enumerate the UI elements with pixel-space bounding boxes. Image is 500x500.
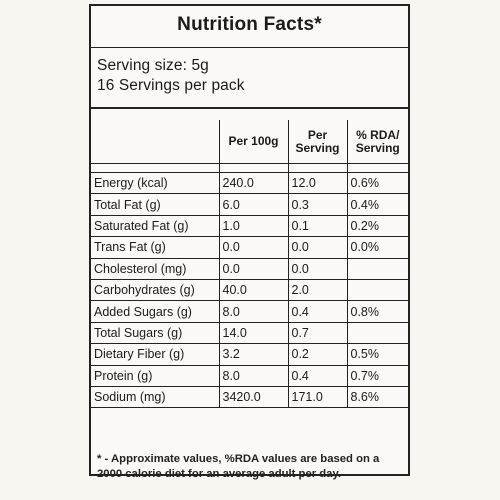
cell-per-serving: 0.7 — [287, 321, 348, 345]
cell-rda: 0.7% — [346, 364, 408, 387]
title-divider — [91, 47, 408, 48]
cell-per100g: 3420.0 — [218, 385, 289, 409]
table-row: Total Sugars (g) 14.0 0.7 — [91, 321, 408, 345]
cell-nutrient: Total Sugars (g) — [91, 321, 220, 345]
serving-divider — [91, 107, 408, 109]
cell-per-serving: 0.0 — [287, 236, 348, 259]
cell-per-serving: 0.2 — [287, 343, 348, 366]
cell-nutrient: Sodium (mg) — [91, 385, 220, 409]
cell-per-serving: 171.0 — [287, 385, 348, 409]
cell-per100g: 40.0 — [218, 278, 289, 302]
cell-per-serving: 2.0 — [287, 278, 348, 302]
cell-nutrient: Trans Fat (g) — [91, 236, 220, 259]
footnote: * - Approximate values, %RDA values are … — [97, 453, 380, 480]
cell-per100g: 0.0 — [218, 257, 289, 280]
cell-nutrient: Dietary Fiber (g) — [91, 343, 220, 366]
cell-per-serving: 12.0 — [287, 171, 348, 195]
table-header-row: Per 100g Per Serving % RDA/ Serving — [91, 120, 408, 164]
cell-rda — [346, 257, 408, 280]
table-row: Carbohydrates (g) 40.0 2.0 — [91, 278, 408, 302]
cell-rda — [346, 321, 408, 345]
cell-per100g: 8.0 — [218, 364, 289, 387]
cell-nutrient: Carbohydrates (g) — [91, 278, 220, 302]
table-row: Saturated Fat (g) 1.0 0.1 0.2% — [91, 214, 408, 238]
table-row: Trans Fat (g) 0.0 0.0 0.0% — [91, 236, 408, 259]
servings-per-pack: 16 Servings per pack — [97, 77, 245, 94]
table-spacer-row — [91, 163, 408, 173]
cell-per100g: 0.0 — [218, 236, 289, 259]
cell-per100g: 8.0 — [218, 300, 289, 323]
table-row: Total Fat (g) 6.0 0.3 0.4% — [91, 193, 408, 216]
cell-per-serving: 0.3 — [287, 193, 348, 216]
header-per-serving: Per Serving — [287, 120, 348, 164]
table-row: Protein (g) 8.0 0.4 0.7% — [91, 364, 408, 387]
cell-per100g: 6.0 — [218, 193, 289, 216]
cell-per-serving: 0.1 — [287, 214, 348, 238]
nutrition-label: Nutrition Facts* Serving size: 5g 16 Ser… — [89, 4, 410, 480]
cell-per100g: 14.0 — [218, 321, 289, 345]
nutrition-table: Per 100g Per Serving % RDA/ Serving Ener… — [91, 120, 408, 409]
header-rda: % RDA/ Serving — [346, 120, 408, 164]
cell-rda: 0.6% — [346, 171, 408, 195]
table-row: Cholesterol (mg) 0.0 0.0 — [91, 257, 408, 280]
cell-per100g: 3.2 — [218, 343, 289, 366]
cell-rda: 0.4% — [346, 193, 408, 216]
cell-per-serving: 0.0 — [287, 257, 348, 280]
cell-per100g: 240.0 — [218, 171, 289, 195]
cell-nutrient: Energy (kcal) — [91, 171, 220, 195]
cell-per-serving: 0.4 — [287, 364, 348, 387]
cell-nutrient: Total Fat (g) — [91, 193, 220, 216]
table-row: Added Sugars (g) 8.0 0.4 0.8% — [91, 300, 408, 323]
header-per-100g: Per 100g — [218, 120, 289, 164]
table-row: Dietary Fiber (g) 3.2 0.2 0.5% — [91, 343, 408, 366]
serving-size: Serving size: 5g — [97, 57, 209, 74]
cell-rda: 0.0% — [346, 236, 408, 259]
cell-per-serving: 0.4 — [287, 300, 348, 323]
cell-rda: 0.8% — [346, 300, 408, 323]
cell-rda — [346, 278, 408, 302]
cell-nutrient: Protein (g) — [91, 364, 220, 387]
cell-rda: 0.5% — [346, 343, 408, 366]
label-title: Nutrition Facts* — [177, 14, 322, 35]
cell-rda: 8.6% — [346, 385, 408, 409]
header-nutrient — [91, 120, 220, 164]
cell-rda: 0.2% — [346, 214, 408, 238]
cell-nutrient: Saturated Fat (g) — [91, 214, 220, 238]
table-row: Energy (kcal) 240.0 12.0 0.6% — [91, 171, 408, 195]
cell-nutrient: Added Sugars (g) — [91, 300, 220, 323]
cell-nutrient: Cholesterol (mg) — [91, 257, 220, 280]
table-row: Sodium (mg) 3420.0 171.0 8.6% — [91, 385, 408, 409]
cell-per100g: 1.0 — [218, 214, 289, 238]
